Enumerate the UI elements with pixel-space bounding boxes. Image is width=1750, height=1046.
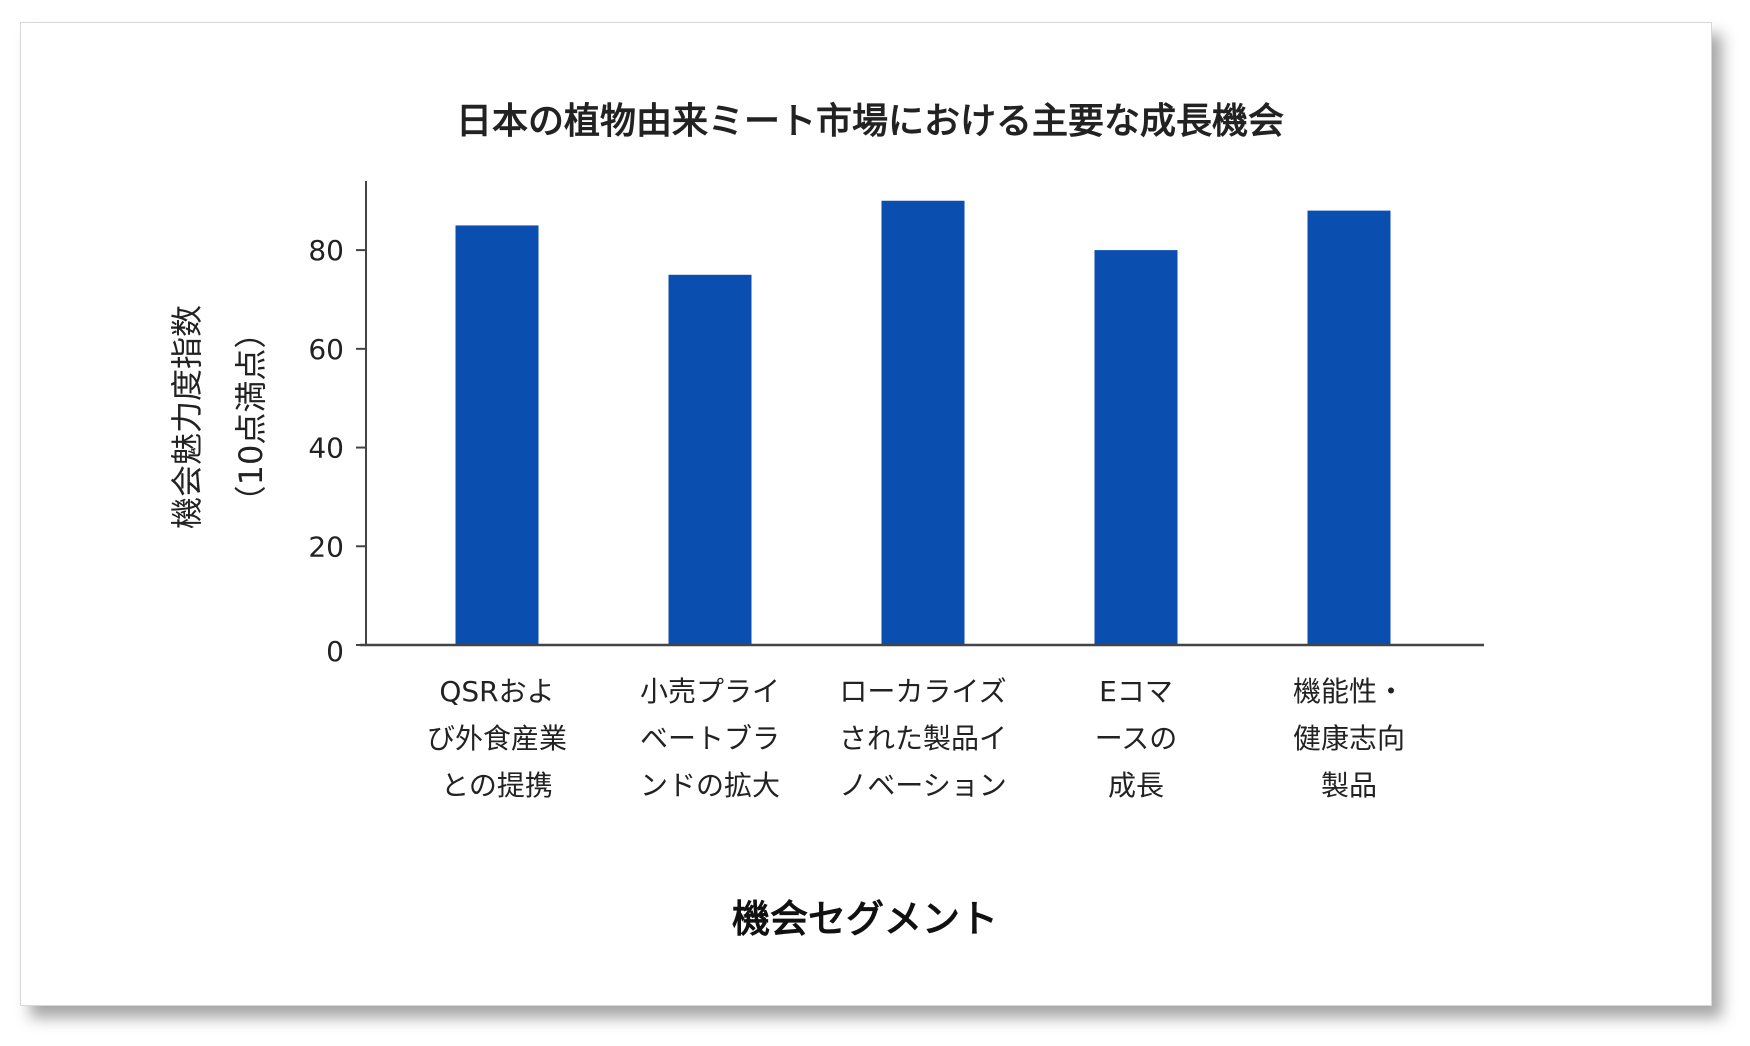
bar	[1307, 210, 1391, 646]
bar	[1094, 250, 1178, 645]
y-tick-label: 0	[326, 635, 344, 668]
y-tick-label: 80	[308, 234, 344, 267]
chart-title: 日本の植物由来ミート市場における主要な成長機会	[455, 101, 1284, 142]
x-tick-label: QSRおよ び外食産業 との提携	[426, 675, 567, 802]
y-tick-label: 40	[308, 432, 344, 465]
x-tick-label: Eコマ ースの 成長	[1094, 675, 1178, 802]
x-tick-label: 小売プライ ベートブラ ンドの拡大	[639, 675, 780, 802]
y-tick-label: 20	[308, 530, 344, 563]
x-axis-label: 機会セグメント	[731, 897, 998, 941]
bar	[668, 274, 752, 645]
bar	[455, 225, 539, 645]
bar	[881, 200, 965, 645]
y-tick-label: 60	[308, 333, 344, 366]
chart-card	[20, 22, 1712, 1006]
x-tick-label: 機能性・ 健康志向 製品	[1292, 675, 1405, 802]
x-tick-label: ローカライズ された製品イ ノベーション	[838, 675, 1007, 802]
